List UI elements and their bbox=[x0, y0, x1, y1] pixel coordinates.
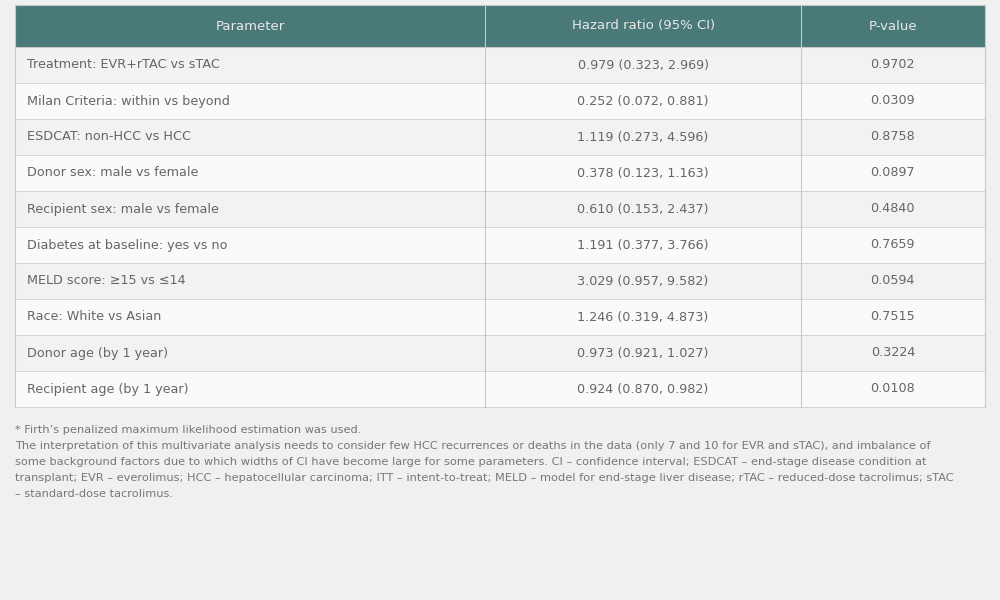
Text: 3.029 (0.957, 9.582): 3.029 (0.957, 9.582) bbox=[577, 275, 709, 287]
Bar bbox=[15, 335, 985, 371]
Text: * Firth’s penalized maximum likelihood estimation was used.: * Firth’s penalized maximum likelihood e… bbox=[15, 425, 361, 435]
Bar bbox=[15, 263, 985, 299]
Text: 0.0594: 0.0594 bbox=[871, 275, 915, 287]
Text: transplant; EVR – everolimus; HCC – hepatocellular carcinoma; ITT – intent-to-tr: transplant; EVR – everolimus; HCC – hepa… bbox=[15, 473, 954, 483]
Text: 0.0897: 0.0897 bbox=[871, 166, 915, 179]
Bar bbox=[15, 227, 985, 263]
Text: Race: White vs Asian: Race: White vs Asian bbox=[27, 311, 161, 323]
Text: ESDCAT: non-HCC vs HCC: ESDCAT: non-HCC vs HCC bbox=[27, 130, 191, 143]
Text: Donor sex: male vs female: Donor sex: male vs female bbox=[27, 166, 198, 179]
Text: Milan Criteria: within vs beyond: Milan Criteria: within vs beyond bbox=[27, 94, 230, 107]
Text: Donor age (by 1 year): Donor age (by 1 year) bbox=[27, 346, 168, 359]
Text: 0.4840: 0.4840 bbox=[871, 202, 915, 215]
Text: 0.252 (0.072, 0.881): 0.252 (0.072, 0.881) bbox=[577, 94, 709, 107]
Text: 0.979 (0.323, 2.969): 0.979 (0.323, 2.969) bbox=[578, 58, 709, 71]
Bar bbox=[15, 119, 985, 155]
Bar bbox=[15, 371, 985, 407]
Text: 0.0108: 0.0108 bbox=[870, 383, 915, 395]
Bar bbox=[15, 83, 985, 119]
Text: 0.0309: 0.0309 bbox=[871, 94, 915, 107]
Text: P-value: P-value bbox=[869, 19, 917, 32]
Text: 0.973 (0.921, 1.027): 0.973 (0.921, 1.027) bbox=[577, 346, 709, 359]
Bar bbox=[15, 47, 985, 83]
Text: The interpretation of this multivariate analysis needs to consider few HCC recur: The interpretation of this multivariate … bbox=[15, 441, 931, 451]
Text: Recipient age (by 1 year): Recipient age (by 1 year) bbox=[27, 383, 188, 395]
Text: 0.7515: 0.7515 bbox=[870, 311, 915, 323]
Text: 0.8758: 0.8758 bbox=[870, 130, 915, 143]
Bar bbox=[15, 299, 985, 335]
Text: 1.119 (0.273, 4.596): 1.119 (0.273, 4.596) bbox=[577, 130, 709, 143]
Bar bbox=[15, 191, 985, 227]
Text: 0.924 (0.870, 0.982): 0.924 (0.870, 0.982) bbox=[577, 383, 709, 395]
Text: 1.246 (0.319, 4.873): 1.246 (0.319, 4.873) bbox=[577, 311, 709, 323]
Text: Diabetes at baseline: yes vs no: Diabetes at baseline: yes vs no bbox=[27, 238, 228, 251]
Text: 1.191 (0.377, 3.766): 1.191 (0.377, 3.766) bbox=[577, 238, 709, 251]
Bar bbox=[15, 5, 985, 47]
Bar bbox=[15, 155, 985, 191]
Text: Recipient sex: male vs female: Recipient sex: male vs female bbox=[27, 202, 219, 215]
Text: 0.3224: 0.3224 bbox=[871, 346, 915, 359]
Text: – standard-dose tacrolimus.: – standard-dose tacrolimus. bbox=[15, 489, 173, 499]
Text: 0.9702: 0.9702 bbox=[871, 58, 915, 71]
Text: 0.378 (0.123, 1.163): 0.378 (0.123, 1.163) bbox=[577, 166, 709, 179]
Text: some background factors due to which widths of CI have become large for some par: some background factors due to which wid… bbox=[15, 457, 926, 467]
Text: Treatment: EVR+rTAC vs sTAC: Treatment: EVR+rTAC vs sTAC bbox=[27, 58, 220, 71]
Text: 0.7659: 0.7659 bbox=[871, 238, 915, 251]
Text: 0.610 (0.153, 2.437): 0.610 (0.153, 2.437) bbox=[577, 202, 709, 215]
Text: Hazard ratio (95% CI): Hazard ratio (95% CI) bbox=[572, 19, 715, 32]
Text: MELD score: ≥15 vs ≤14: MELD score: ≥15 vs ≤14 bbox=[27, 275, 186, 287]
Text: Parameter: Parameter bbox=[216, 19, 285, 32]
